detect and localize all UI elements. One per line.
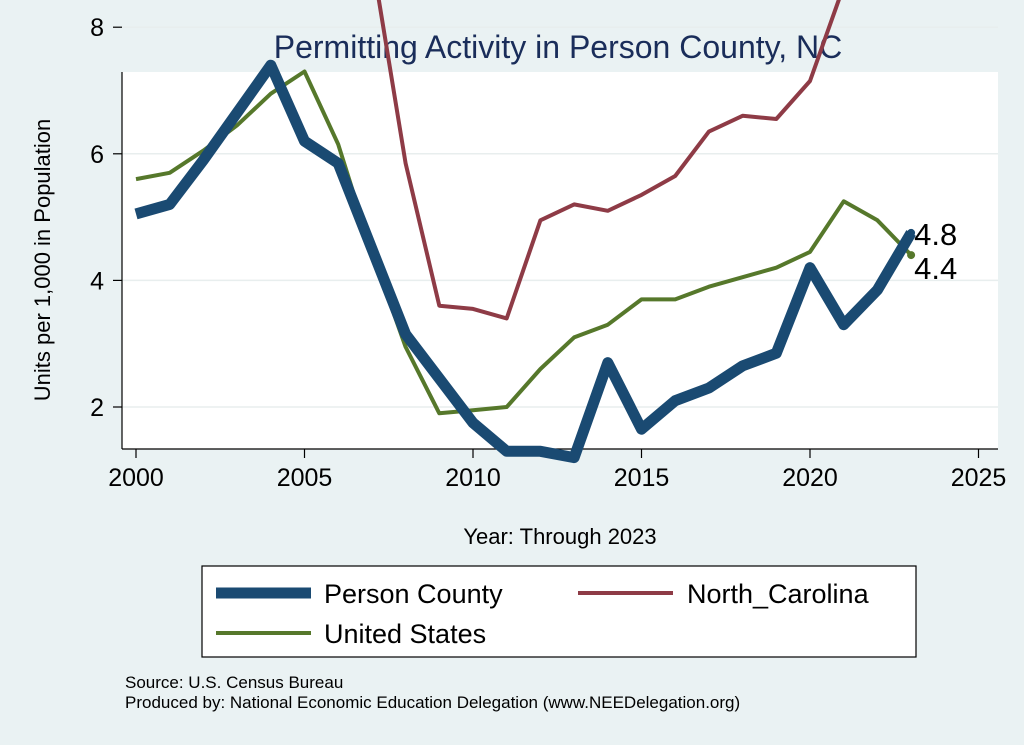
y-tick-label-6: 6 <box>90 141 104 169</box>
end-label-united-states: 4.4 <box>914 251 957 286</box>
x-tick-label-2010: 2010 <box>445 464 501 492</box>
plot-area <box>122 72 998 449</box>
produced-by-line: Produced by: National Economic Education… <box>125 693 740 712</box>
x-ticks: 2000 2005 2010 2015 2020 2025 <box>108 449 1006 492</box>
x-tick-label-2020: 2020 <box>782 464 838 492</box>
series-line-united-states <box>135 69 913 416</box>
y-tick-label-4: 4 <box>90 267 104 295</box>
source-line: Source: U.S. Census Bureau <box>125 673 343 692</box>
legend: Person County North_Carolina United Stat… <box>201 565 917 658</box>
end-point-united-states <box>907 251 916 260</box>
y-axis-title: Units per 1,000 in Population <box>30 119 55 402</box>
y-tick-label-8: 8 <box>90 14 104 42</box>
y-tick-label-2: 2 <box>90 394 104 422</box>
end-labels: 4.89.14.4 <box>907 217 957 286</box>
x-tick-label-2015: 2015 <box>614 464 670 492</box>
x-tick-label-2025: 2025 <box>951 464 1007 492</box>
x-tick-label-2000: 2000 <box>108 464 164 492</box>
legend-label-north-carolina: North_Carolina <box>687 579 870 609</box>
legend-box <box>201 565 917 658</box>
x-axis-title: Year: Through 2023 <box>463 524 656 549</box>
end-point-person-county <box>907 228 916 237</box>
grid-lines <box>122 26 998 408</box>
legend-label-person-county: Person County <box>324 579 503 609</box>
series <box>134 0 916 464</box>
y-ticks: 24681012 <box>90 14 122 422</box>
legend-label-united-states: United States <box>324 619 486 649</box>
x-tick-label-2005: 2005 <box>277 464 333 492</box>
series-line-person-county <box>134 59 916 464</box>
chart-title: Permitting Activity in Person County, NC <box>274 29 843 65</box>
end-label-person-county: 4.8 <box>914 217 957 252</box>
series-line-north-carolina <box>376 0 841 321</box>
